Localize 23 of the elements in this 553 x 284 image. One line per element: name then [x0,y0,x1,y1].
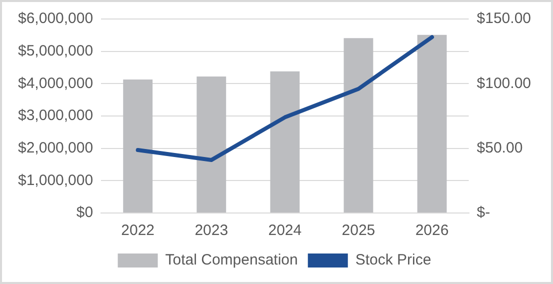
legend-label: Stock Price [355,252,432,269]
y-tick-label: $3,000,000 [18,107,94,124]
y2-tick-label: $50.00 [476,139,523,156]
x-tick-label: 2023 [194,222,228,240]
bar [344,38,374,212]
x-tick-label: 2026 [415,222,449,240]
y-tick-label: $6,000,000 [18,10,94,28]
y-tick-label: $1,000,000 [18,172,94,189]
x-tick-label: 2022 [121,222,155,240]
y-tick-label: $4,000,000 [18,74,94,92]
bar [417,34,447,212]
x-tick-label: 2025 [342,222,376,240]
y-tick-label: $2,000,000 [18,139,94,156]
y2-tick-label: $150.00 [476,10,532,28]
x-tick-label: 2024 [268,222,302,240]
legend-label: Total Compensation [165,252,298,269]
y-tick-label: $0 [76,204,94,222]
bar [270,71,300,212]
bar [196,76,226,212]
y2-tick-label: $- [476,204,490,222]
bar [123,79,153,212]
y-tick-label: $5,000,000 [18,42,94,60]
y2-tick-label: $100.00 [476,74,532,92]
